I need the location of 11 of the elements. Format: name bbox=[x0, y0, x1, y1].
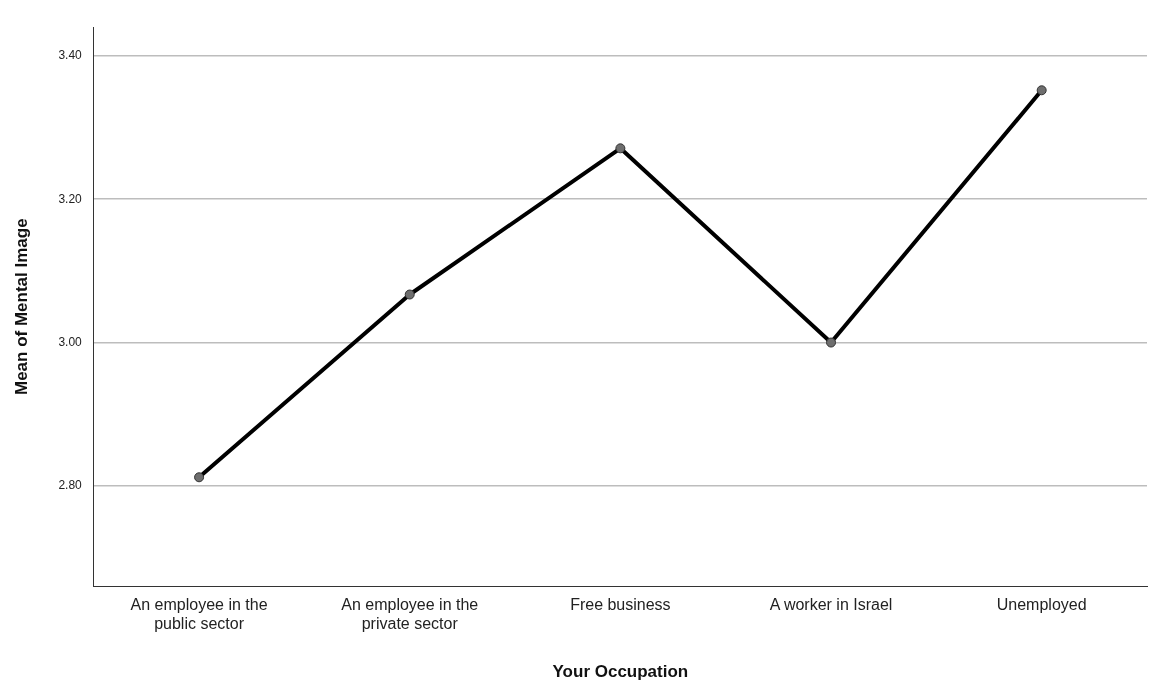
y-tick-label: 3.00 bbox=[58, 334, 83, 349]
x-tick-label: Free business bbox=[570, 596, 671, 614]
y-tick-label: 2.80 bbox=[58, 478, 83, 493]
y-tick-label: 3.40 bbox=[58, 48, 83, 63]
y-axis-title: Mean of Mental Image bbox=[11, 218, 31, 396]
x-tick-label: An employee in the private sector bbox=[341, 596, 479, 633]
x-tick-label: Unemployed bbox=[996, 596, 1087, 614]
x-tick-label: An employee in the public sector bbox=[130, 596, 268, 633]
y-tick-label: 3.20 bbox=[58, 191, 83, 206]
x-axis-title: Your Occupation bbox=[552, 662, 689, 682]
x-tick-label: A worker in Israel bbox=[769, 596, 893, 614]
